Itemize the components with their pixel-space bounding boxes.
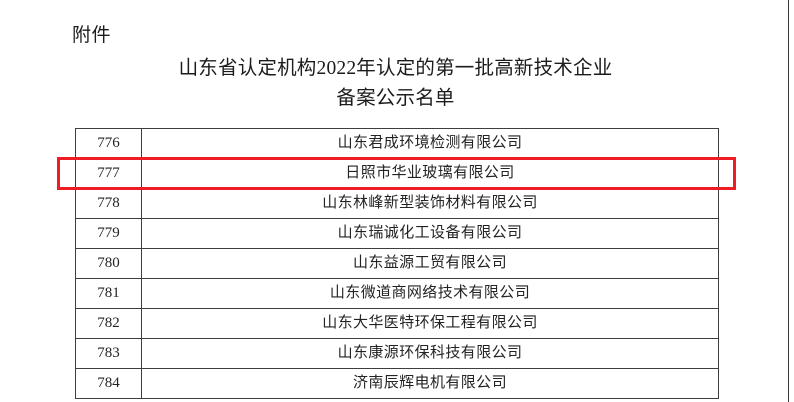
enterprise-name-cell: 山东微道商网络技术有限公司 [141,278,719,309]
row-index-cell: 783 [75,338,142,369]
row-index-cell: 777 [75,158,142,189]
row-index-cell: 784 [75,368,142,399]
document-title: 山东省认定机构2022年认定的第一批高新技术企业 备案公示名单 [75,54,716,114]
table-row[interactable]: 781 山东微道商网络技术有限公司 [75,278,719,309]
attachment-label: 附件 [72,25,112,46]
document-title-line-2: 备案公示名单 [336,88,455,109]
enterprise-name-cell: 济南辰辉电机有限公司 [141,368,719,399]
enterprise-name-cell: 日照市华业玻璃有限公司 [141,158,719,189]
enterprise-name-cell: 山东瑞诚化工设备有限公司 [141,218,719,249]
table-row[interactable]: 777 日照市华业玻璃有限公司 [75,158,719,189]
row-index-cell: 781 [75,278,142,309]
page-edge-rule [788,0,789,402]
enterprise-name-cell: 山东益源工贸有限公司 [141,248,719,279]
table-row[interactable]: 783 山东康源环保科技有限公司 [75,338,719,369]
table-row[interactable]: 782 山东大华医特环保工程有限公司 [75,308,719,339]
table-row[interactable]: 780 山东益源工贸有限公司 [75,248,719,279]
row-index-cell: 780 [75,248,142,279]
enterprise-name-cell: 山东康源环保科技有限公司 [141,338,719,369]
row-index-cell: 779 [75,218,142,249]
enterprise-name-cell: 山东大华医特环保工程有限公司 [141,308,719,339]
row-index-cell: 776 [75,128,142,159]
enterprise-name-cell: 山东君成环境检测有限公司 [141,128,719,159]
table-row[interactable]: 779 山东瑞诚化工设备有限公司 [75,218,719,249]
table-row[interactable]: 776 山东君成环境检测有限公司 [75,128,719,159]
table-body: 776 山东君成环境检测有限公司 777 日照市华业玻璃有限公司 778 山东林峰新型装饰… [75,128,719,399]
document-title-line-1: 山东省认定机构2022年认定的第一批高新技术企业 [178,58,613,79]
enterprise-name-cell: 山东林峰新型装饰材料有限公司 [141,188,719,219]
row-index-cell: 782 [75,308,142,339]
table-row[interactable]: 778 山东林峰新型装饰材料有限公司 [75,188,719,219]
enterprise-list-table: 776 山东君成环境检测有限公司 777 日照市华业玻璃有限公司 778 山东林峰新型装饰… [75,128,719,399]
row-index-cell: 778 [75,188,142,219]
table-row[interactable]: 784 济南辰辉电机有限公司 [75,368,719,399]
